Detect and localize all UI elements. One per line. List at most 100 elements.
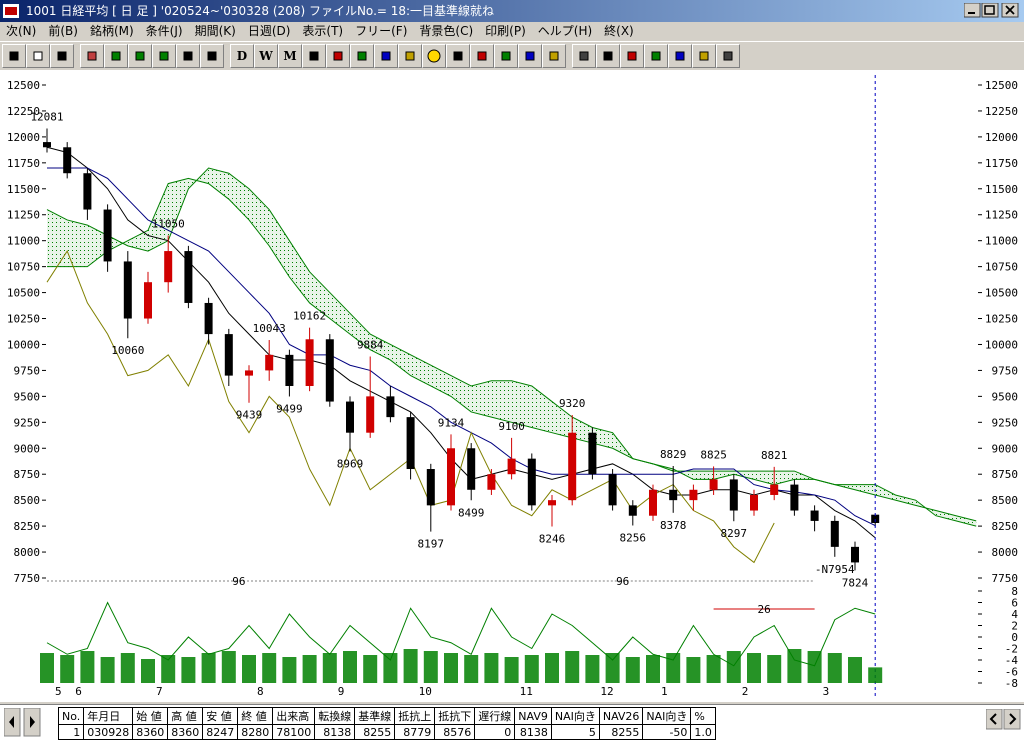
y-tick-label: 10750 (7, 261, 40, 274)
menu-item[interactable]: フリー(F) (355, 24, 408, 38)
y2-tick-label: -2 (1005, 643, 1018, 656)
menu-item[interactable]: 印刷(P) (485, 24, 526, 38)
tool-button[interactable] (50, 44, 74, 68)
tool-icon (357, 51, 367, 61)
tool-button[interactable] (716, 44, 740, 68)
tool-icon (111, 51, 121, 61)
tool-button[interactable] (26, 44, 50, 68)
table-cell: 8779 (394, 724, 436, 740)
tool-icon (9, 51, 19, 61)
tool-button[interactable]: M (278, 44, 302, 68)
table-cell: 030928 (83, 724, 134, 740)
tool-button[interactable] (518, 44, 542, 68)
y-tick-label: 11000 (7, 235, 40, 248)
y-tick-label: 8000 (14, 546, 41, 559)
range-label: 96 (616, 575, 629, 588)
icon-shape (477, 51, 487, 61)
tool-button[interactable] (374, 44, 398, 68)
icon-shape (699, 51, 709, 61)
peak-label: 9499 (276, 402, 303, 415)
menu-item[interactable]: 期間(K) (194, 24, 236, 38)
tool-button[interactable] (398, 44, 422, 68)
tool-icon (603, 51, 613, 61)
tool-button[interactable] (542, 44, 566, 68)
tool-button[interactable] (446, 44, 470, 68)
tool-button[interactable] (200, 44, 224, 68)
volume-bar (322, 653, 337, 683)
tool-button[interactable] (668, 44, 692, 68)
volume-bar (282, 657, 297, 683)
y2-tick-label: 2 (1011, 620, 1018, 633)
candle-body (184, 251, 193, 303)
menu-item[interactable]: 条件(J) (145, 24, 183, 38)
tool-button[interactable] (350, 44, 374, 68)
tool-icon (135, 51, 145, 61)
candle-body (83, 173, 92, 210)
peak-label: 8297 (721, 527, 748, 540)
title-bar: 1001 日経平均 [ 日 足 ] '020524~'030328 (208) … (0, 0, 1024, 22)
y-tick-label: 12000 (985, 131, 1018, 144)
table-header: 出来高 (272, 707, 316, 725)
tool-button[interactable] (596, 44, 620, 68)
tool-icon (333, 51, 343, 61)
peak-label: 12081 (30, 110, 63, 123)
table-header: 終 値 (237, 707, 274, 725)
window-buttons[interactable] (964, 3, 1020, 19)
table-header: 高 値 (167, 707, 204, 725)
y-tick-label: 12000 (7, 131, 40, 144)
peak-label: 8256 (620, 531, 647, 544)
x-tick-label: 12 (600, 685, 613, 698)
menu-item[interactable]: 日週(D) (247, 24, 291, 38)
tool-button[interactable] (302, 44, 326, 68)
tool-button[interactable] (470, 44, 494, 68)
candle-body (810, 510, 819, 521)
tool-button[interactable] (152, 44, 176, 68)
y-tick-label: 12500 (7, 79, 40, 92)
tool-button[interactable] (692, 44, 716, 68)
candle-body (770, 484, 779, 495)
candle-body (750, 494, 758, 511)
icon-shape (675, 51, 685, 61)
volume-bar (423, 651, 438, 683)
table-cell: -50 (642, 724, 692, 740)
menu-item[interactable]: 次(N) (6, 24, 37, 38)
tool-button[interactable] (422, 44, 446, 68)
menu-item[interactable]: 終(X) (604, 24, 634, 38)
volume-bar (80, 651, 95, 683)
record-nav[interactable] (4, 708, 44, 738)
tool-button[interactable] (572, 44, 596, 68)
volume-bar (221, 651, 236, 683)
tool-icon (159, 51, 169, 61)
tool-button[interactable] (326, 44, 350, 68)
tool-icon (675, 51, 685, 61)
tool-button[interactable]: D (230, 44, 254, 68)
table-cell: 8247 (202, 724, 239, 740)
candle-body (285, 354, 294, 386)
tool-button[interactable] (620, 44, 644, 68)
menu-item[interactable]: 前(B) (48, 24, 78, 38)
y-tick-label: 8000 (992, 546, 1019, 559)
y2-tick-label: 4 (1011, 608, 1018, 621)
menu-item[interactable]: 銘柄(M) (89, 24, 134, 38)
tool-button[interactable] (494, 44, 518, 68)
candle-body (709, 479, 718, 490)
tool-button[interactable] (80, 44, 104, 68)
tool-button[interactable] (104, 44, 128, 68)
tool-button[interactable] (128, 44, 152, 68)
candle-body (487, 474, 496, 490)
table-cell: 8360 (167, 724, 204, 740)
tool-button[interactable] (2, 44, 26, 68)
menu-item[interactable]: ヘルプ(H) (537, 24, 593, 38)
peak-label: 8246 (539, 533, 566, 546)
y-tick-label: 11000 (985, 235, 1018, 248)
y-tick-label: 8250 (14, 520, 41, 533)
candle-body (467, 448, 476, 490)
tool-button[interactable]: W (254, 44, 278, 68)
peak-label: 7824 (842, 576, 869, 589)
menu-item[interactable]: 背景色(C) (419, 24, 474, 38)
x-tick-label: 5 (55, 685, 62, 698)
menu-item[interactable]: 表示(T) (302, 24, 344, 38)
tool-button[interactable] (176, 44, 200, 68)
tool-button[interactable] (644, 44, 668, 68)
scroll-buttons[interactable] (986, 709, 1022, 731)
